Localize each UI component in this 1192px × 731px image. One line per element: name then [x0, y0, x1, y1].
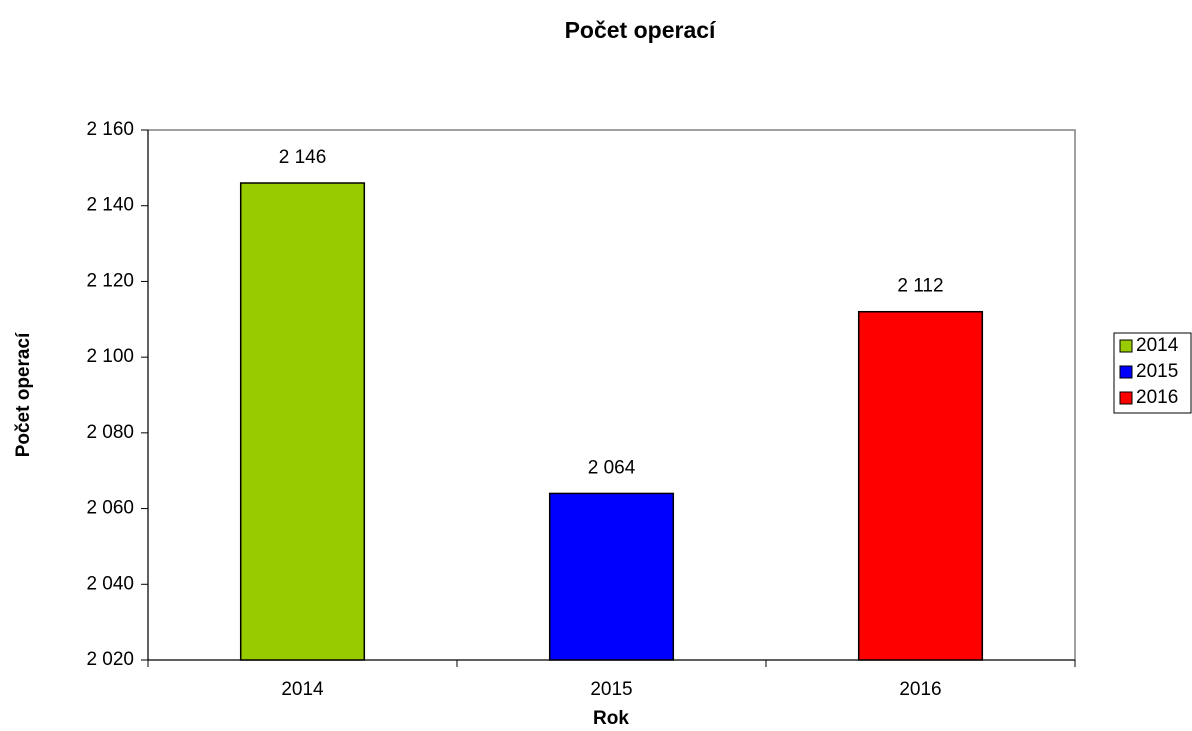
y-tick-label: 2 020 — [86, 649, 134, 670]
y-tick-label: 2 120 — [86, 270, 134, 291]
y-tick-label: 2 040 — [86, 573, 134, 594]
value-label: 2 146 — [279, 147, 327, 168]
x-tick-label: 2016 — [899, 679, 941, 700]
y-tick-label: 2 140 — [86, 195, 134, 216]
chart-title: Počet operací — [565, 17, 717, 43]
x-axis-label: Rok — [593, 708, 629, 729]
legend-swatch — [1119, 391, 1133, 405]
x-tick-label: 2014 — [281, 679, 324, 700]
legend-label: 2014 — [1136, 335, 1179, 356]
y-tick-label: 2 080 — [86, 422, 134, 443]
bar — [857, 310, 984, 661]
y-tick-label: 2 100 — [86, 346, 134, 367]
legend-swatch — [1119, 339, 1133, 353]
y-axis-label: Počet operací — [13, 332, 34, 457]
y-tick-label: 2 160 — [86, 119, 134, 140]
bar — [239, 182, 366, 661]
y-tick-label: 2 060 — [86, 498, 134, 519]
value-label: 2 064 — [588, 457, 636, 478]
legend-label: 2015 — [1136, 361, 1178, 382]
legend-label: 2016 — [1136, 387, 1178, 408]
legend-swatch — [1119, 365, 1133, 379]
bar — [548, 492, 675, 661]
x-tick-label: 2015 — [590, 679, 632, 700]
value-label: 2 112 — [897, 276, 943, 297]
